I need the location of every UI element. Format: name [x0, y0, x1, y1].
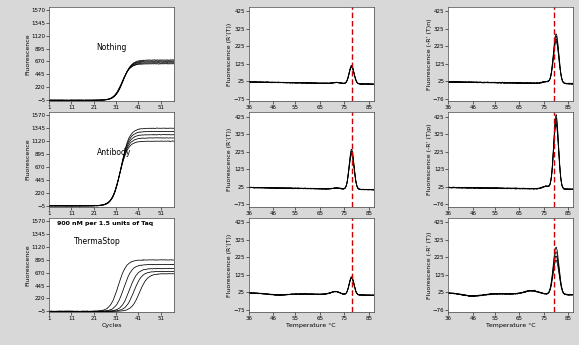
X-axis label: Cycles: Cycles	[101, 323, 122, 327]
Y-axis label: Fluorescence (R’(T)): Fluorescence (R’(T))	[227, 234, 232, 297]
Y-axis label: Fluorescence (-R’ (T)): Fluorescence (-R’ (T))	[427, 231, 431, 299]
Y-axis label: Fluorescence: Fluorescence	[25, 139, 30, 180]
Y-axis label: Fluorescence: Fluorescence	[25, 244, 30, 286]
X-axis label: Temperature °C: Temperature °C	[287, 323, 336, 327]
Text: Nothing: Nothing	[97, 43, 127, 52]
Text: 900 nM per 1.5 units of Taq: 900 nM per 1.5 units of Taq	[57, 221, 153, 226]
Text: ThermaStop: ThermaStop	[74, 237, 121, 246]
X-axis label: Temperature °C: Temperature °C	[486, 323, 536, 327]
Y-axis label: Fluorescence: Fluorescence	[25, 33, 30, 75]
Y-axis label: Fluorescence (-R’ (T)n): Fluorescence (-R’ (T)n)	[427, 18, 431, 90]
Text: Antibody: Antibody	[97, 148, 131, 157]
Y-axis label: Fluorescence (R’(T)): Fluorescence (R’(T))	[227, 22, 232, 86]
Y-axis label: Fluorescence (R’(T)): Fluorescence (R’(T))	[227, 128, 232, 191]
Y-axis label: Fluorescence (-R’ (T)p): Fluorescence (-R’ (T)p)	[427, 124, 431, 195]
